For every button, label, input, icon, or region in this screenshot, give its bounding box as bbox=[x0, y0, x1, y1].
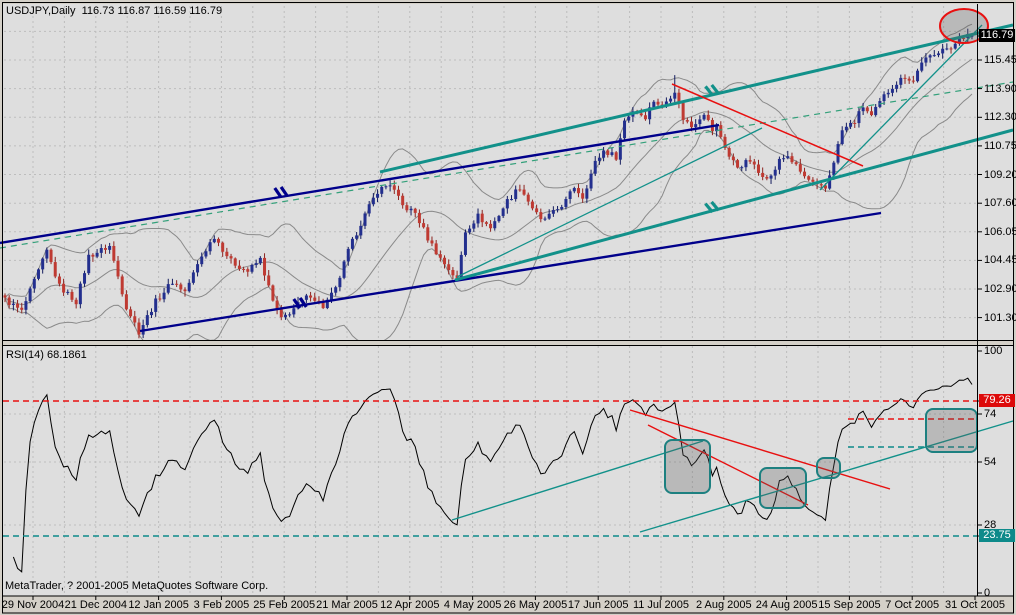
price-axis[interactable]: 115.45 113.90 112.30 110.75 109.20 107.60 106.… bbox=[977, 0, 1016, 599]
rsi-upper-level-tag: 79.26 bbox=[979, 394, 1015, 407]
date-tick-label: 12 Jan 2005 bbox=[128, 599, 189, 611]
rsi-indicator-label: RSI(14) 68.1861 bbox=[6, 349, 87, 361]
axis-tick-label: 101.30 bbox=[984, 311, 1016, 324]
date-tick-label: 31 Oct 2005 bbox=[945, 599, 1005, 611]
date-tick-label: 25 Feb 2005 bbox=[253, 599, 316, 611]
axis-tick-label: 0 bbox=[984, 587, 991, 599]
date-tick-label: 17 Jun 2005 bbox=[567, 599, 629, 611]
axis-tick-label: 100 bbox=[984, 345, 1003, 357]
axis-tick-label: 102.90 bbox=[984, 283, 1016, 295]
axis-tick-label: 115.45 bbox=[984, 54, 1016, 66]
chart-title: USDJPY,Daily 116.73 116.87 116.59 116.79 bbox=[6, 5, 223, 17]
rsi-lower-level-tag: 23.75 bbox=[979, 529, 1015, 542]
date-tick-label: 24 Aug 2005 bbox=[755, 599, 818, 611]
axis-tick-label: 110.75 bbox=[984, 139, 1016, 152]
date-tick-label: 4 May 2005 bbox=[443, 599, 502, 611]
axis-tick-label: 109.20 bbox=[984, 168, 1016, 181]
date-tick-label: 11 Jul 2005 bbox=[632, 599, 690, 611]
date-tick-label: 2 Aug 2005 bbox=[695, 599, 752, 611]
date-tick-label: 7 Oct 2005 bbox=[885, 599, 940, 611]
axis-tick-label: 112.30 bbox=[984, 111, 1016, 124]
date-tick-label: 29 Nov 2004 bbox=[1, 599, 65, 611]
axis-tick-label: 54 bbox=[984, 456, 997, 468]
date-tick-label: 12 Apr 2005 bbox=[380, 599, 440, 611]
date-tick-label: 21 Dec 2004 bbox=[64, 599, 127, 611]
axis-tick-label: 28 bbox=[984, 519, 997, 531]
axis-tick-label: 74 bbox=[984, 408, 997, 420]
current-price-tag: 116.79 bbox=[979, 29, 1015, 42]
panel-splitter[interactable] bbox=[0, 340, 1016, 346]
date-tick-label: 21 Mar 2005 bbox=[316, 599, 378, 611]
date-tick-label: 3 Feb 2005 bbox=[193, 599, 250, 611]
axis-tick-label: 106.05 bbox=[984, 225, 1016, 238]
copyright-watermark: MetaTrader, ? 2001-2005 MetaQuotes Softw… bbox=[5, 580, 269, 592]
axis-tick-label: 107.60 bbox=[984, 197, 1016, 210]
date-tick-label: 26 May 2005 bbox=[503, 599, 568, 611]
axis-tick-label: 104.45 bbox=[984, 254, 1016, 267]
axis-tick-label: 113.90 bbox=[984, 82, 1016, 95]
date-tick-label: 15 Sep 2005 bbox=[818, 599, 881, 611]
date-axis[interactable]: 29 Nov 2004 21 Dec 2004 12 Jan 2005 3 Feb 2… bbox=[0, 597, 1016, 615]
